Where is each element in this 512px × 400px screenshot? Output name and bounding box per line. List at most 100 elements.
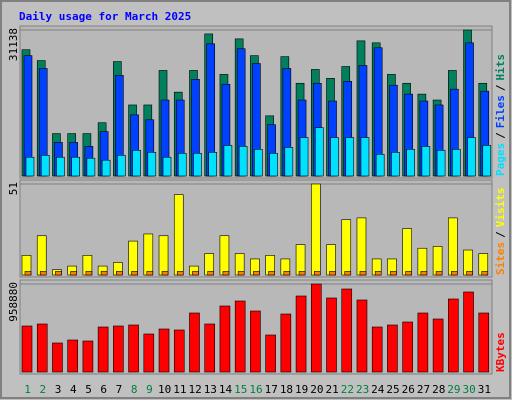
- x-tick-label: 23: [356, 383, 369, 396]
- legend-entry: Files: [494, 95, 507, 128]
- bar: [189, 312, 200, 373]
- x-tick-label: 10: [158, 383, 171, 396]
- bar: [448, 217, 458, 276]
- bar: [193, 153, 202, 177]
- bar: [356, 217, 367, 276]
- bar: [36, 323, 48, 373]
- bar: [417, 312, 429, 373]
- legend-entry: Pages: [494, 143, 507, 176]
- x-tick-label: 6: [100, 383, 107, 396]
- bar: [128, 240, 138, 276]
- bar: [417, 247, 428, 276]
- legend-separator: /: [494, 84, 507, 91]
- x-tick-label: 20: [310, 383, 323, 396]
- bar: [131, 271, 138, 276]
- x-tick-label: 13: [204, 383, 217, 396]
- x-tick-label: 15: [234, 383, 247, 396]
- legend: KBytes: [494, 332, 507, 372]
- bar: [371, 326, 383, 373]
- bar: [101, 159, 111, 177]
- bar: [313, 271, 321, 276]
- legend-separator: /: [494, 231, 507, 238]
- bar: [375, 153, 385, 177]
- bar: [55, 271, 62, 276]
- legend-entry: Visits: [494, 188, 507, 228]
- bar: [295, 244, 306, 276]
- bar: [40, 154, 50, 177]
- bar: [223, 145, 233, 177]
- bar: [128, 324, 139, 373]
- bar: [451, 271, 458, 276]
- bar: [158, 235, 169, 276]
- bar: [359, 271, 367, 276]
- bar: [280, 313, 292, 373]
- x-tick-label: 8: [131, 383, 138, 396]
- bar: [250, 310, 261, 373]
- bar: [391, 152, 400, 177]
- bar: [390, 271, 397, 276]
- bar: [82, 340, 94, 373]
- y-tick-label: 31138: [7, 28, 20, 61]
- bar: [177, 153, 187, 177]
- bar: [117, 154, 126, 177]
- bar: [478, 312, 490, 373]
- bar: [100, 271, 108, 276]
- bar: [143, 333, 155, 373]
- bar: [113, 325, 124, 373]
- bar: [356, 299, 368, 373]
- bar: [326, 244, 336, 276]
- legend-entry: Hits: [494, 54, 507, 81]
- bar: [269, 153, 278, 177]
- bar: [39, 271, 47, 276]
- x-tick-label: 19: [295, 383, 308, 396]
- bar: [387, 324, 398, 373]
- bar: [283, 271, 291, 276]
- bar: [67, 339, 78, 373]
- bar: [284, 147, 294, 177]
- bar: [341, 288, 353, 373]
- y-tick-label: 958880: [7, 282, 20, 322]
- panel-frame: [19, 179, 493, 278]
- bar: [21, 325, 33, 373]
- bar: [238, 146, 248, 177]
- bar: [222, 271, 230, 276]
- bar: [402, 228, 412, 276]
- bar: [329, 271, 336, 276]
- x-tick-label: 9: [146, 383, 153, 396]
- bar: [374, 271, 382, 276]
- bar: [254, 149, 263, 177]
- bar: [234, 300, 246, 373]
- bar: [147, 152, 157, 177]
- bar: [467, 137, 476, 177]
- bar: [70, 271, 77, 276]
- bar: [326, 297, 337, 373]
- y-tick-label: 51: [7, 182, 20, 195]
- bar: [192, 271, 199, 276]
- bar: [176, 271, 184, 276]
- bar: [146, 271, 154, 276]
- x-tick-label: 16: [249, 383, 262, 396]
- x-tick-label: 29: [447, 383, 460, 396]
- x-tick-label: 3: [55, 383, 62, 396]
- x-tick-label: 5: [85, 383, 92, 396]
- x-tick-label: 1: [24, 383, 31, 396]
- x-tick-label: 4: [70, 383, 77, 396]
- x-tick-label: 17: [265, 383, 278, 396]
- x-tick-label: 28: [432, 383, 445, 396]
- bar: [466, 271, 473, 276]
- x-tick-label: 30: [463, 383, 476, 396]
- bar: [265, 334, 276, 373]
- bar: [85, 271, 93, 276]
- bar: [143, 233, 154, 276]
- bar: [204, 323, 216, 373]
- bar: [330, 137, 339, 177]
- bar: [481, 271, 489, 276]
- x-tick-label: 7: [116, 383, 123, 396]
- bar: [360, 137, 370, 177]
- x-tick-label: 31: [478, 383, 491, 396]
- bar: [219, 305, 231, 373]
- bar: [295, 295, 307, 373]
- bar: [52, 342, 63, 373]
- bar: [56, 156, 65, 177]
